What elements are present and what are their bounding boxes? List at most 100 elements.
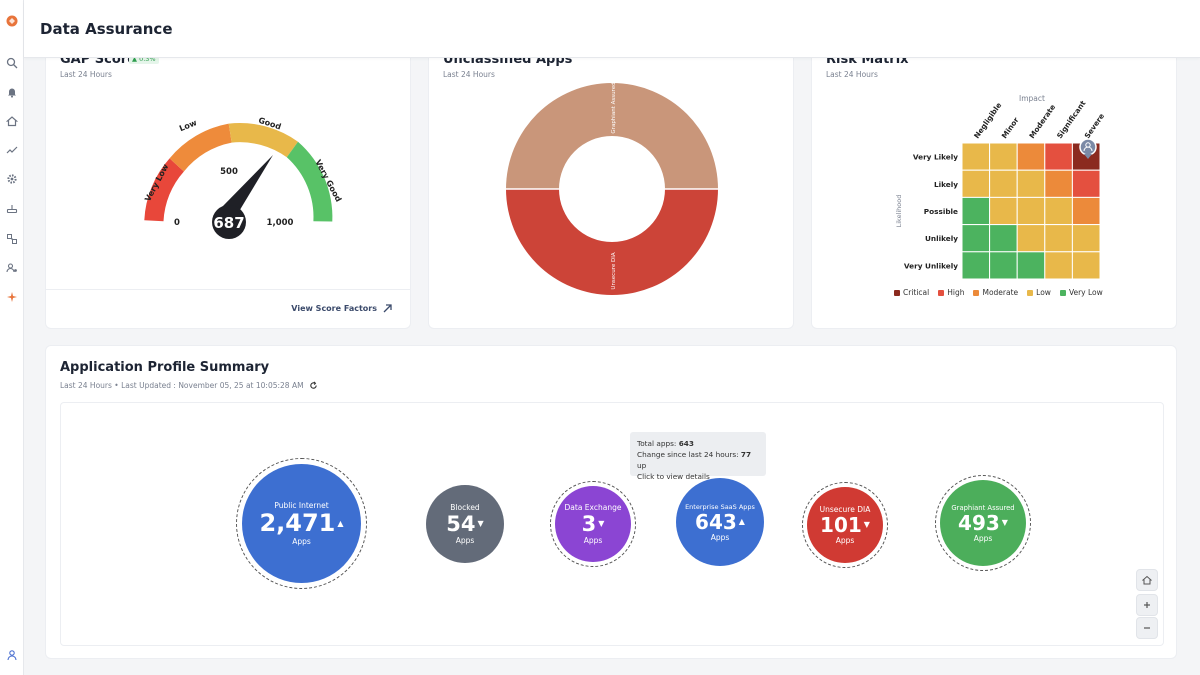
legend-label-moderate: Moderate	[982, 288, 1019, 297]
donut-segment-unsecure-dia[interactable]	[506, 189, 718, 295]
view-score-factors-link[interactable]: View Score Factors	[291, 304, 392, 313]
user-icon[interactable]	[3, 646, 21, 664]
risk-cell[interactable]	[1016, 169, 1046, 198]
legend-swatch-critical	[894, 289, 900, 296]
legend-swatch-moderate	[973, 289, 980, 296]
risk-cell[interactable]	[1071, 251, 1101, 280]
risk-cell[interactable]	[989, 169, 1018, 198]
users-settings-icon[interactable]	[3, 259, 21, 277]
risk-cell[interactable]	[1044, 142, 1073, 171]
risk-cell[interactable]	[961, 142, 991, 171]
donut-label-unsecure-dia: Unsecure DIA	[611, 252, 617, 289]
user-marker-icon	[1079, 138, 1097, 159]
apps-icon[interactable]	[3, 230, 21, 248]
legend-item-moderate: Moderate	[973, 288, 1018, 297]
trend-up-icon: ▲	[337, 518, 344, 528]
risk-cell[interactable]	[961, 169, 991, 198]
network-icon[interactable]	[3, 200, 21, 218]
bubble-ring-data-exchange	[550, 481, 636, 567]
bubble-public-internet[interactable]: Public Internet 2,471 ▲ Apps	[242, 464, 361, 583]
search-icon[interactable]	[3, 54, 21, 72]
bubble-graphiant-assured[interactable]: Graphiant Assured 493 ▼ Apps	[940, 480, 1026, 566]
risk-cell[interactable]	[1044, 224, 1073, 253]
zoom-reset-button[interactable]	[1136, 569, 1158, 591]
risk-cell[interactable]	[961, 196, 991, 226]
risk-cell[interactable]	[1071, 169, 1101, 198]
bubble-ring-public-internet	[236, 458, 367, 589]
bubble-data-exchange[interactable]: Data Exchange 3 ▼ Apps	[555, 486, 631, 562]
bubble-unit: Apps	[292, 536, 311, 546]
risk-cell[interactable]	[989, 251, 1018, 280]
divider	[46, 289, 410, 290]
risk-matrix-card: Risk Matrix Last 24 Hours Impact Likelih…	[811, 45, 1177, 329]
risk-cell[interactable]	[1071, 196, 1101, 226]
risk-cell[interactable]	[1016, 224, 1046, 253]
impact-label: Severe	[1082, 112, 1106, 141]
legend-item-high: High	[938, 288, 964, 297]
gauge-tick-min: 0	[174, 218, 180, 228]
gear-icon[interactable]	[3, 170, 21, 188]
enterprise-saas-tooltip: Total apps: 643 Change since last 24 hou…	[630, 432, 766, 481]
bubble-label: Graphiant Assured	[951, 504, 1015, 512]
likelihood-label: Very Unlikely	[904, 261, 958, 270]
impact-label: Negligible	[972, 101, 1003, 140]
risk-cell[interactable]	[1016, 142, 1046, 171]
legend-swatch-low	[1027, 289, 1034, 296]
arrow-up-right-icon	[383, 304, 392, 313]
donut-segment-graphiant-assured[interactable]	[506, 83, 718, 189]
bubble-label: Enterprise SaaS Apps	[685, 503, 755, 511]
zoom-in-button[interactable]	[1136, 594, 1158, 616]
gap-score-value: 687	[213, 214, 244, 232]
risk-cell[interactable]	[989, 224, 1018, 253]
likelihood-label: Unlikely	[925, 234, 958, 243]
gauge-hub	[212, 205, 246, 239]
bubble-label: Unsecure DIA	[819, 505, 871, 514]
risk-cell[interactable]	[961, 224, 991, 253]
bubble-value: 3 ▼	[581, 512, 605, 537]
risk-cell[interactable]	[961, 251, 991, 280]
likelihood-label: Likely	[934, 180, 958, 189]
trend-down-icon: ▼	[863, 520, 870, 530]
risk-matrix-subtitle: Last 24 Hours	[826, 70, 878, 79]
unclassified-apps-card: Unclassified Apps Last 24 Hours Graphian…	[428, 45, 794, 329]
risk-cell[interactable]	[1071, 224, 1101, 253]
bell-icon[interactable]	[3, 83, 21, 101]
trend-down-icon: ▼	[598, 519, 605, 529]
impact-label: Moderate	[1027, 103, 1057, 140]
sparkle-icon[interactable]	[3, 288, 21, 306]
zoom-out-button[interactable]	[1136, 617, 1158, 639]
trend-down-icon: ▼	[477, 519, 484, 529]
bubble-label: Public Internet	[274, 501, 329, 511]
gap-score-gauge: Very Low Low Good Very Good 0 500 1,000 …	[143, 116, 343, 239]
impact-label: Minor	[1000, 115, 1021, 140]
risk-cell[interactable]	[1016, 251, 1046, 280]
legend-label-very-low: Very Low	[1068, 288, 1103, 297]
bubble-unsecure-dia[interactable]: Unsecure DIA 101 ▼ Apps	[807, 487, 883, 563]
app-profile-title: Application Profile Summary	[60, 360, 270, 375]
risk-cell[interactable]	[989, 142, 1018, 171]
refresh-icon[interactable]	[309, 381, 318, 390]
page-title: Data Assurance	[40, 20, 173, 38]
risk-cell[interactable]	[1044, 196, 1073, 226]
logo-icon[interactable]	[3, 12, 21, 30]
likelihood-axis-label: Likelihood	[895, 195, 903, 228]
bubble-blocked[interactable]: Blocked 54 ▼ Apps	[426, 485, 504, 563]
gauge-band-very-low	[144, 158, 184, 222]
likelihood-label: Possible	[924, 207, 958, 216]
risk-legend: Critical High Moderate Low Very Low	[894, 288, 1103, 297]
tooltip-change-line: Change since last 24 hours: 77 up	[637, 450, 752, 470]
risk-cell[interactable]	[1044, 251, 1073, 280]
gauge-band-good	[228, 122, 298, 158]
home-icon[interactable]	[3, 112, 21, 130]
tooltip-hint: Click to view details	[637, 472, 710, 481]
risk-cell[interactable]	[989, 196, 1018, 226]
legend-label-critical: Critical	[903, 288, 930, 297]
gauge-band-very-good	[286, 141, 333, 222]
bubble-enterprise-saas-apps[interactable]: Enterprise SaaS Apps 643 ▲ Apps	[676, 478, 764, 566]
chart-icon[interactable]	[3, 141, 21, 159]
likelihood-label: Very Likely	[913, 153, 958, 162]
risk-cell[interactable]	[1044, 169, 1073, 198]
home-icon	[1142, 575, 1152, 585]
risk-cell[interactable]	[1016, 196, 1046, 226]
